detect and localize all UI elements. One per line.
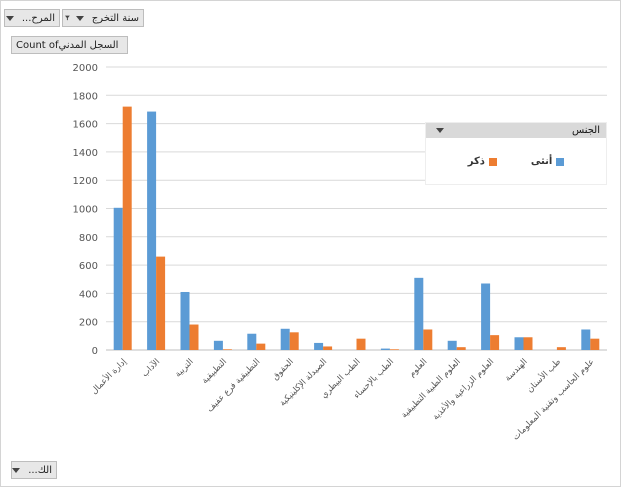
- y-tick-label: 1400: [73, 148, 98, 159]
- bar-male: [389, 349, 399, 350]
- legend-title: الجنس: [571, 125, 600, 136]
- stage-filter-button[interactable]: المرح...: [4, 9, 60, 27]
- bar-female: [481, 283, 491, 350]
- y-axis: 0 200 400 600 800 1000 1200 1400 1600 1800 2000: [73, 63, 98, 357]
- chevron-down-icon: [5, 15, 14, 21]
- x-tick-label: الهندسة: [503, 357, 530, 384]
- bar-female: [314, 342, 324, 350]
- bars: [113, 106, 600, 351]
- x-tick-label: العلوم الزراعية والأغذية: [430, 356, 496, 422]
- bar-female: [213, 340, 223, 350]
- legend-swatch-female: [556, 157, 565, 166]
- bar-male: [189, 324, 199, 350]
- x-tick-label: العلوم: [407, 357, 429, 379]
- value-field-label: Count ofالسجل المدني: [16, 39, 119, 51]
- value-field-button[interactable]: Count ofالسجل المدني: [11, 36, 128, 54]
- bar-male: [556, 347, 566, 350]
- chevron-down-icon: [12, 467, 21, 473]
- bar-male: [490, 335, 500, 350]
- bar-male: [456, 347, 466, 350]
- y-tick-label: 1600: [73, 120, 98, 131]
- bar-male: [423, 329, 433, 350]
- x-tick-label: التربية: [173, 357, 195, 379]
- chevron-down-icon: [436, 128, 444, 133]
- bar-female: [414, 277, 424, 350]
- x-tick-label: العلوم الطبية التطبيقية: [399, 357, 462, 420]
- bar-male: [523, 337, 533, 350]
- x-tick-label: الآداب: [139, 356, 162, 379]
- bar-male: [289, 332, 299, 350]
- axis-field-button[interactable]: الك...: [11, 461, 57, 479]
- bar-female: [280, 328, 290, 350]
- y-tick-label: 1000: [73, 205, 98, 216]
- x-tick-label: الحقوق: [271, 357, 296, 382]
- year-filter-label: سنة التخرج: [91, 12, 139, 24]
- x-axis-labels: إدارة الأعمال الآداب التربية التطبيقيةالتطب…: [89, 356, 597, 442]
- bar-female: [247, 333, 257, 350]
- y-tick-label: 2000: [73, 63, 98, 74]
- legend-header[interactable]: الجنس: [426, 123, 606, 138]
- year-filter-button[interactable]: سنة التخرج: [62, 9, 144, 27]
- legend-swatch-male: [488, 157, 497, 166]
- y-tick-label: 200: [79, 318, 98, 329]
- legend: الجنس أنثى ذكر: [425, 122, 607, 185]
- legend-label-female: أنثى: [530, 156, 553, 167]
- legend-items: أنثى ذكر: [426, 156, 606, 167]
- bar-male: [356, 338, 366, 350]
- filter-icon: [65, 15, 70, 21]
- bar-female: [113, 207, 123, 350]
- legend-item-male: ذكر: [468, 156, 497, 167]
- y-tick-label: 1200: [73, 176, 98, 187]
- y-tick-label: 1800: [73, 91, 98, 102]
- bar-female: [447, 340, 457, 350]
- bar-female: [180, 291, 190, 350]
- bar-male: [156, 256, 166, 350]
- bar-female: [147, 111, 157, 350]
- bar-female: [581, 329, 591, 350]
- bar-female: [514, 337, 524, 350]
- legend-label-male: ذكر: [467, 156, 485, 167]
- y-tick-label: 400: [79, 289, 98, 300]
- bar-male: [323, 346, 333, 350]
- axis-field-label: الك...: [28, 464, 52, 476]
- y-tick-label: 0: [92, 346, 98, 357]
- x-tick-label: التطبيقية: [200, 357, 229, 386]
- legend-item-female: أنثى: [530, 156, 565, 167]
- bar-male: [122, 106, 132, 351]
- stage-filter-label: المرح...: [21, 12, 55, 24]
- y-tick-label: 600: [79, 261, 98, 272]
- chevron-down-icon: [75, 15, 84, 21]
- y-tick-label: 800: [79, 233, 98, 244]
- bar-male: [256, 343, 266, 350]
- bar-male: [222, 349, 232, 350]
- bar-female: [380, 348, 390, 350]
- bar-male: [590, 338, 600, 350]
- x-tick-label: إدارة الأعمال: [89, 356, 129, 396]
